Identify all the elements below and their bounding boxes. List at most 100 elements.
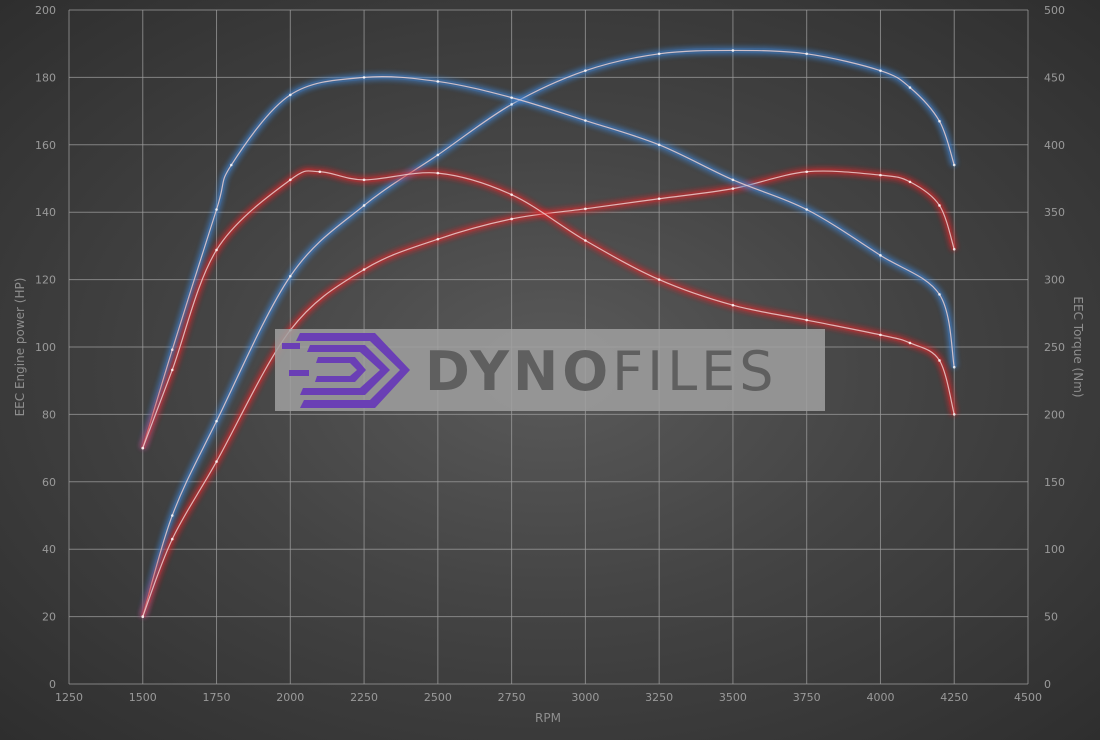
data-point bbox=[362, 204, 366, 207]
y-left-tick-label: 60 bbox=[42, 476, 56, 489]
y-left-tick-label: 120 bbox=[35, 274, 56, 287]
data-point bbox=[938, 359, 941, 362]
data-point bbox=[657, 143, 661, 147]
data-point bbox=[908, 180, 912, 184]
data-point bbox=[805, 208, 808, 211]
data-point bbox=[170, 368, 174, 372]
data-point bbox=[952, 413, 956, 416]
data-point bbox=[731, 303, 735, 307]
y-left-tick-label: 140 bbox=[35, 206, 56, 219]
data-point bbox=[952, 163, 956, 167]
x-tick-label: 2000 bbox=[276, 691, 304, 704]
data-point bbox=[879, 69, 882, 72]
y-left-tick-label: 100 bbox=[35, 341, 56, 354]
data-point bbox=[170, 514, 174, 517]
x-tick-label: 3750 bbox=[793, 691, 821, 704]
x-tick-label: 2750 bbox=[498, 691, 526, 704]
data-point bbox=[141, 446, 145, 450]
x-axis-label: RPM bbox=[535, 711, 561, 725]
data-point bbox=[436, 80, 440, 83]
x-tick-label: 3500 bbox=[719, 691, 747, 704]
y-left-tick-label: 80 bbox=[42, 408, 56, 421]
y-left-axis-label: EEC Engine power (HP) bbox=[13, 278, 27, 417]
data-point bbox=[657, 197, 661, 201]
y-right-tick-label: 0 bbox=[1044, 678, 1051, 691]
y-right-tick-label: 300 bbox=[1044, 274, 1065, 287]
x-tick-label: 2500 bbox=[424, 691, 452, 704]
data-point bbox=[436, 153, 440, 157]
data-point bbox=[215, 419, 218, 423]
y-right-tick-label: 200 bbox=[1044, 408, 1065, 421]
logo-text: DYNOFILES bbox=[425, 340, 778, 403]
data-point bbox=[289, 178, 292, 182]
data-point bbox=[584, 69, 587, 72]
data-point bbox=[510, 217, 513, 221]
y-right-tick-label: 100 bbox=[1044, 543, 1065, 556]
y-right-tick-label: 250 bbox=[1044, 341, 1065, 354]
data-point bbox=[908, 341, 912, 345]
x-tick-label: 2250 bbox=[350, 691, 378, 704]
data-point bbox=[657, 52, 661, 56]
tick-labels: 1250 1500 1750 2000 2250 2500 2750 3000 3250 3500… bbox=[35, 4, 1065, 704]
data-point bbox=[510, 103, 513, 106]
power-curve-red bbox=[142, 170, 955, 617]
y-right-tick-label: 350 bbox=[1044, 206, 1065, 219]
x-tick-label: 4000 bbox=[866, 691, 894, 704]
power-curve-blue bbox=[142, 49, 955, 617]
data-point bbox=[584, 239, 587, 242]
torque-curve-red bbox=[142, 170, 955, 449]
data-point bbox=[731, 178, 735, 182]
data-point bbox=[289, 274, 292, 278]
data-point bbox=[510, 96, 513, 99]
data-point bbox=[952, 365, 956, 369]
data-point bbox=[805, 170, 808, 174]
y-right-tick-label: 450 bbox=[1044, 71, 1065, 84]
data-point bbox=[938, 204, 941, 207]
y-right-tick-label: 50 bbox=[1044, 611, 1058, 624]
data-point bbox=[805, 52, 808, 56]
x-tick-label: 3250 bbox=[645, 691, 673, 704]
data-point bbox=[215, 460, 218, 463]
x-tick-label: 1750 bbox=[203, 691, 231, 704]
data-point bbox=[805, 318, 808, 322]
data-point bbox=[584, 119, 587, 122]
data-point bbox=[170, 348, 174, 351]
data-point bbox=[510, 193, 513, 196]
data-point bbox=[879, 254, 882, 257]
data-point bbox=[215, 248, 218, 252]
data-point bbox=[938, 293, 941, 296]
data-point bbox=[952, 247, 956, 251]
data-point bbox=[879, 173, 882, 177]
y-left-tick-label: 200 bbox=[35, 4, 56, 17]
x-tick-label: 3000 bbox=[571, 691, 599, 704]
y-right-tick-label: 400 bbox=[1044, 139, 1065, 152]
y-left-tick-label: 160 bbox=[35, 139, 56, 152]
y-right-tick-label: 150 bbox=[1044, 476, 1065, 489]
data-point bbox=[362, 268, 366, 271]
watermark-background bbox=[275, 329, 825, 411]
data-point bbox=[170, 537, 174, 541]
data-point bbox=[215, 208, 218, 211]
y-left-tick-label: 40 bbox=[42, 543, 56, 556]
data-point bbox=[362, 76, 366, 79]
dynofiles-watermark: DYNOFILES bbox=[275, 329, 825, 411]
series-group bbox=[140, 47, 957, 618]
dynofiles-logo-icon bbox=[282, 333, 410, 408]
y-right-axis-label: EEC Torque (Nm) bbox=[1071, 296, 1085, 397]
x-tick-label: 1250 bbox=[55, 691, 83, 704]
data-point bbox=[318, 170, 322, 174]
data-point bbox=[289, 93, 292, 97]
data-point bbox=[436, 237, 440, 241]
y-left-tick-label: 0 bbox=[49, 678, 56, 691]
data-point bbox=[436, 171, 440, 175]
y-left-tick-label: 180 bbox=[35, 71, 56, 84]
data-point bbox=[879, 333, 882, 337]
data-point bbox=[938, 119, 941, 123]
x-tick-label: 1500 bbox=[129, 691, 157, 704]
y-right-tick-label: 500 bbox=[1044, 4, 1065, 17]
data-point bbox=[141, 615, 145, 618]
x-tick-label: 4500 bbox=[1014, 691, 1042, 704]
data-point bbox=[908, 86, 912, 89]
x-tick-label: 4250 bbox=[940, 691, 968, 704]
